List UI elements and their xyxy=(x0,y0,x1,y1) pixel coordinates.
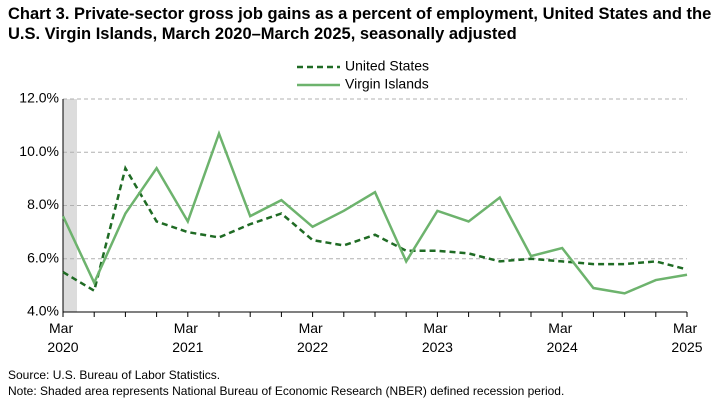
y-tick-label: 6.0% xyxy=(27,249,59,265)
y-tick-label: 4.0% xyxy=(27,303,59,319)
legend-label: Virgin Islands xyxy=(345,76,429,92)
x-tick-label: Mar 2021 xyxy=(172,320,203,355)
legend-label: United States xyxy=(345,58,429,74)
y-tick-label: 10.0% xyxy=(19,143,59,159)
y-tick-label: 8.0% xyxy=(27,196,59,212)
chart-title: Chart 3. Private-sector gross job gains … xyxy=(8,5,712,43)
note: Note: Shaded area represents National Bu… xyxy=(8,384,565,398)
x-tick-label: Mar 2025 xyxy=(671,320,702,355)
x-tick-label: Mar 2023 xyxy=(422,320,453,355)
source: Source: U.S. Bureau of Labor Statistics. xyxy=(8,368,221,382)
x-tick-label: Mar 2024 xyxy=(547,320,578,355)
series-line xyxy=(62,164,688,293)
x-tick-label: Mar 2022 xyxy=(297,320,328,355)
series-line xyxy=(61,129,688,295)
x-tick-label: Mar 2020 xyxy=(47,320,78,355)
y-tick-label: 12.0% xyxy=(19,90,59,106)
